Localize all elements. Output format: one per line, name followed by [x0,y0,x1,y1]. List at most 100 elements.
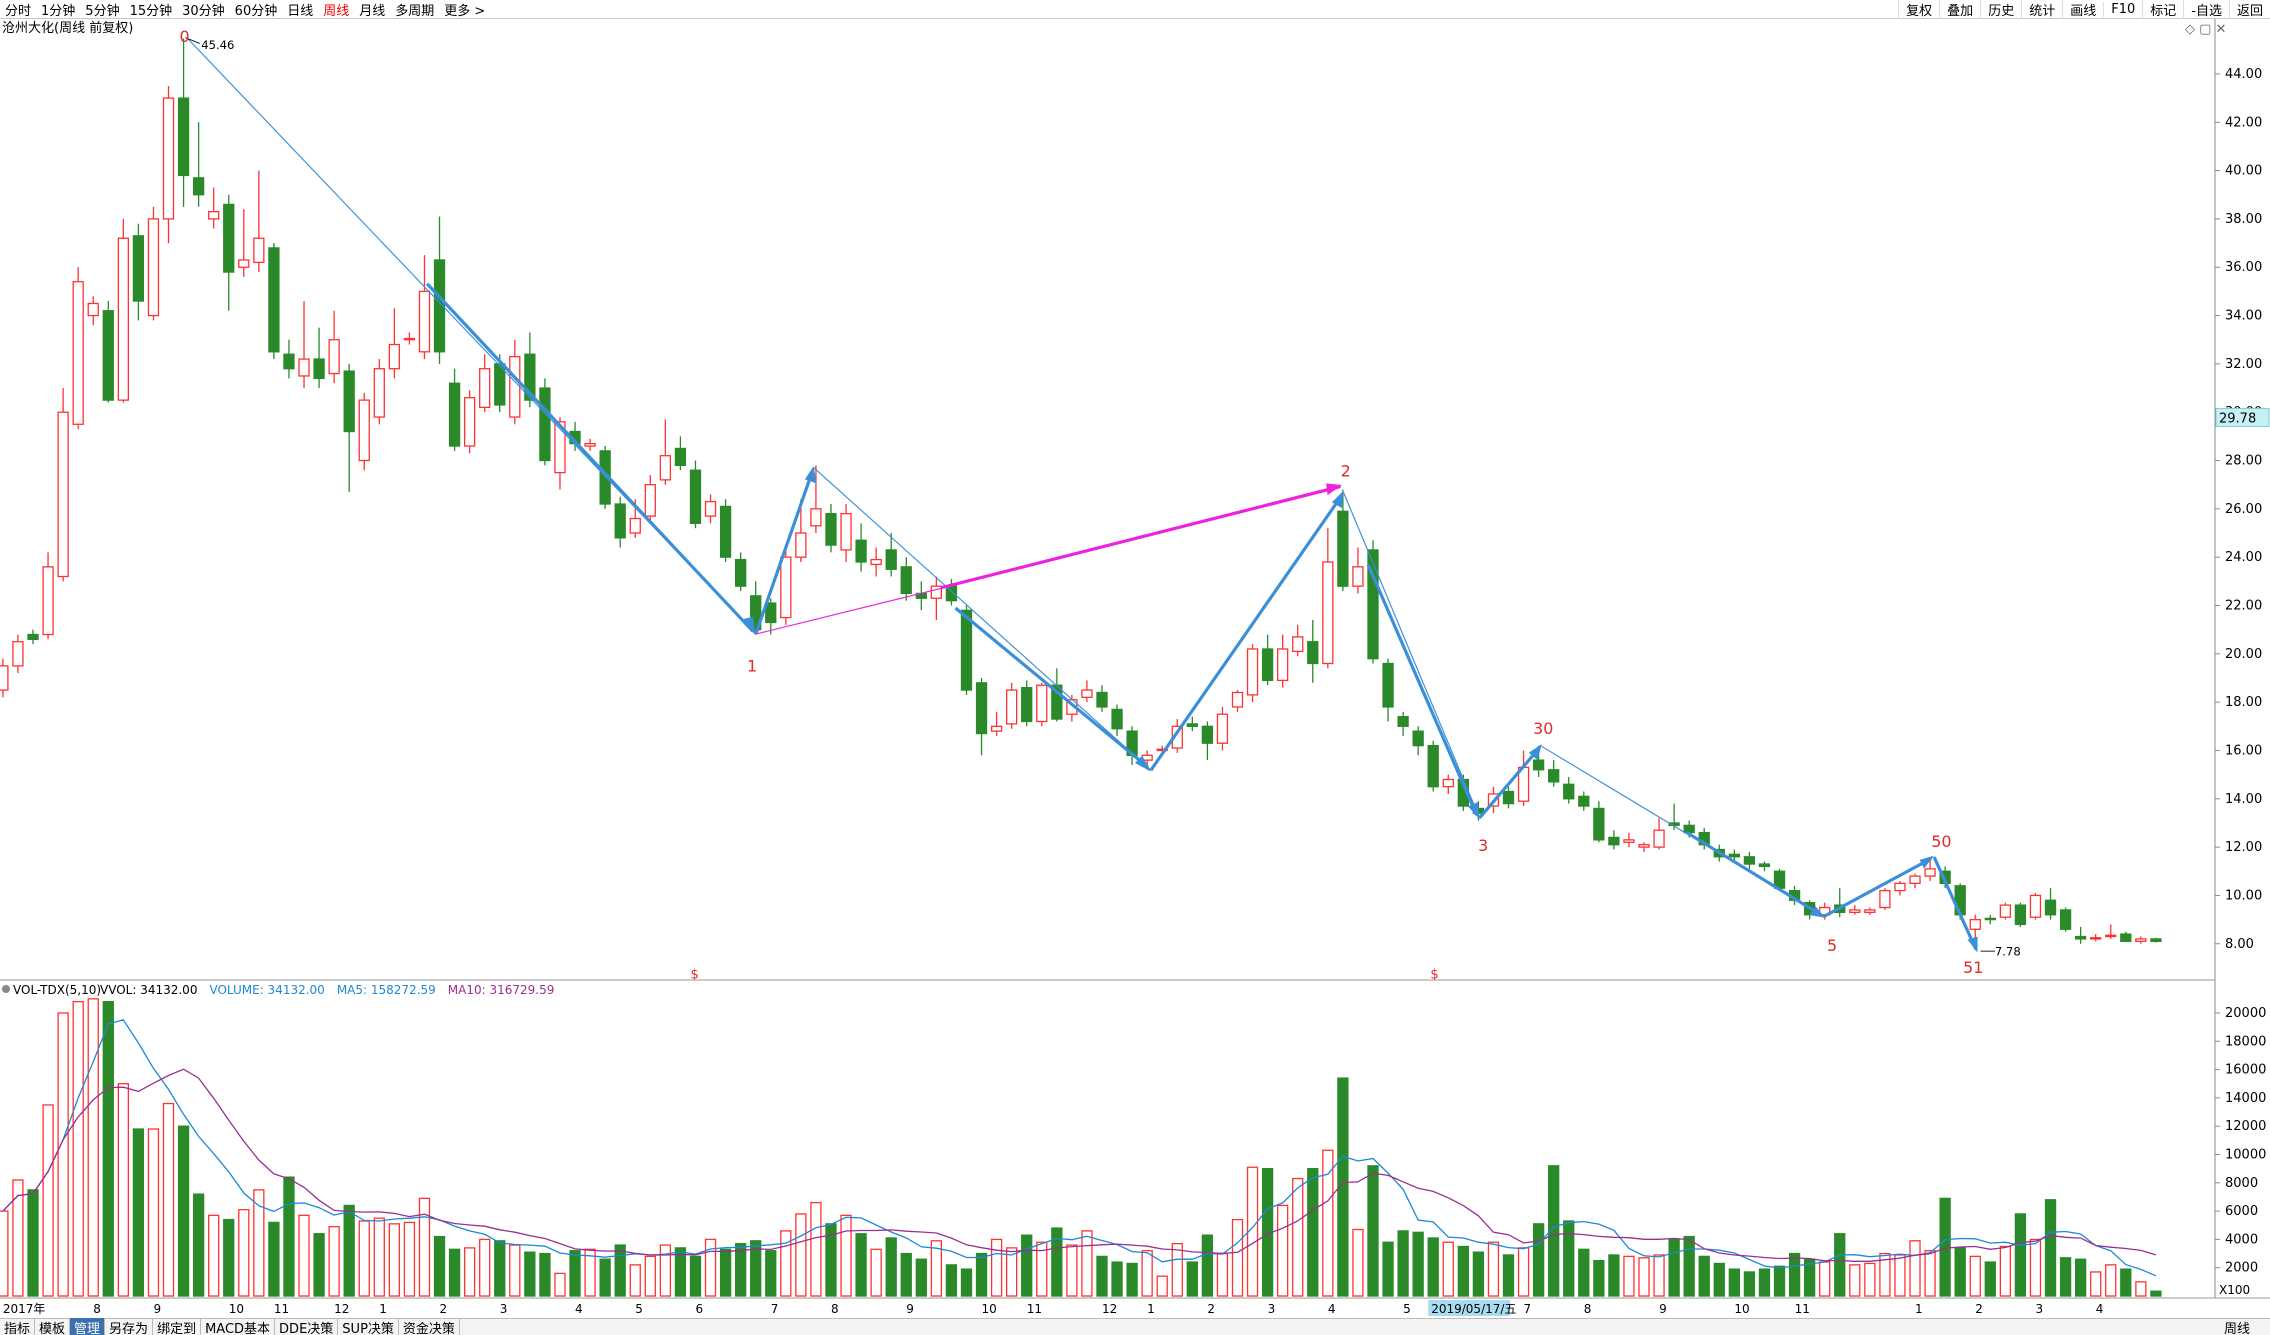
wave-label: 30 [1533,719,1553,738]
volume-bar [719,1248,732,1297]
period-button[interactable]: 60分钟 [234,3,278,19]
tab[interactable]: 绑定到 [153,1318,202,1335]
candle-body [2135,938,2147,942]
candle-body [509,355,521,418]
x-tick-label: 3 [1268,1302,1276,1316]
candle-body [1743,856,1756,865]
candle-body [283,353,295,370]
period-button[interactable]: 分时 [5,3,32,19]
volume-bar [554,1272,566,1297]
volume-bar [1894,1254,1906,1297]
tab[interactable]: MACD基本 [201,1318,276,1335]
y-tick-label: 20.00 [2225,647,2262,662]
tab[interactable]: 指标 [0,1318,36,1335]
period-button[interactable]: 5分钟 [85,3,120,19]
y-tick-label: 38.00 [2225,212,2262,227]
tool-button[interactable]: 统计 [2021,0,2062,19]
volume-bar [268,1221,280,1297]
x-tick-label: 4 [1328,1302,1336,1316]
volume-bar [1939,1197,1951,1297]
candle-body [1894,882,1906,892]
volume-bar [418,1197,431,1297]
period-button[interactable]: 多周期 [395,3,435,19]
volume-bar [1081,1230,1093,1297]
volume-bar [1141,1250,1153,1297]
volume-bar [734,1242,747,1297]
candle-body [855,539,867,563]
candle-body [1653,829,1665,848]
volume-bar [2074,1258,2087,1297]
unit-label: X100 [2219,1283,2250,1297]
tool-button[interactable]: 画线 [2062,0,2103,19]
y-tick-label: 8.00 [2225,937,2254,952]
candle-body [765,602,777,624]
candle-body [1201,725,1214,744]
volume-bar [1532,1223,1545,1297]
volume-bar [1472,1251,1485,1297]
y-tick-label: 14000 [2225,1091,2266,1106]
y-tick-label: 22.00 [2225,598,2262,613]
candle-body [1578,795,1590,807]
tool-button[interactable]: F10 [2103,1,2142,17]
tool-button[interactable]: 返回 [2228,0,2270,19]
candle-body [1021,686,1033,723]
volume-bar [1834,1233,1846,1297]
tab[interactable]: 模板 [35,1318,71,1335]
period-button[interactable]: 周线 [323,3,350,19]
tool-button[interactable]: -自选 [2183,0,2229,19]
candle-body [975,682,988,735]
volume-bar [87,998,99,1297]
candle-body [1563,783,1575,800]
candle-body [192,177,205,196]
y-tick-label: 40.00 [2225,164,2262,179]
tab[interactable]: 管理 [70,1318,106,1335]
x-tick-label: 4 [575,1302,583,1316]
candle-body [42,566,54,636]
volume-bar [1713,1262,1725,1297]
x-tick-label: 5 [1403,1302,1411,1316]
tool-button[interactable]: 叠加 [1939,0,1980,19]
tool-button[interactable]: 复权 [1898,0,1939,19]
candle-body [554,421,566,474]
candle-body [1427,744,1439,788]
trend-arrow [425,282,754,633]
readout: MA5: 158272.59 [337,983,436,997]
period-button[interactable]: 15分钟 [129,3,173,19]
volume-bar [1653,1254,1665,1297]
tool-button[interactable]: 历史 [1980,0,2021,19]
candle-body [1036,684,1048,723]
period-button[interactable]: 30分钟 [182,3,225,19]
volume-bar [1006,1247,1018,1297]
tool-button[interactable]: 标记 [2142,0,2183,19]
y-tick-label: 18000 [2225,1034,2266,1049]
volume-bar [1277,1204,1289,1297]
volume-bar [1502,1254,1515,1297]
candle-body [2105,934,2117,938]
candle-body [614,503,626,539]
tab[interactable]: DDE决策 [275,1318,339,1335]
candle-body [132,235,145,302]
period-button[interactable]: 更多 > [444,3,486,19]
volume-bar [1216,1252,1229,1297]
candle-body [795,532,807,558]
tab[interactable]: SUP决策 [338,1318,399,1335]
volume-bar [1608,1254,1620,1297]
candle-body [734,558,747,587]
volume-bar [2120,1268,2132,1297]
x-tick-label: 10 [1734,1302,1749,1316]
period-button[interactable]: 月线 [359,3,386,19]
x-tick-label: 2 [440,1302,448,1316]
tab[interactable]: 另存为 [105,1318,154,1335]
candle-body [1261,648,1274,682]
candle-body [177,97,190,177]
candle-body [72,281,84,425]
volume-bar [674,1247,687,1297]
volume-bar [795,1213,807,1297]
tab[interactable]: 资金决策 [399,1318,460,1335]
candle-body [629,517,641,534]
volume-bar [72,1001,84,1297]
volume-bar [1999,1245,2012,1297]
period-button[interactable]: 1分钟 [41,3,76,19]
period-button[interactable]: 日线 [287,3,314,19]
indicator-name: VOL-TDX(5,10) [13,983,101,997]
